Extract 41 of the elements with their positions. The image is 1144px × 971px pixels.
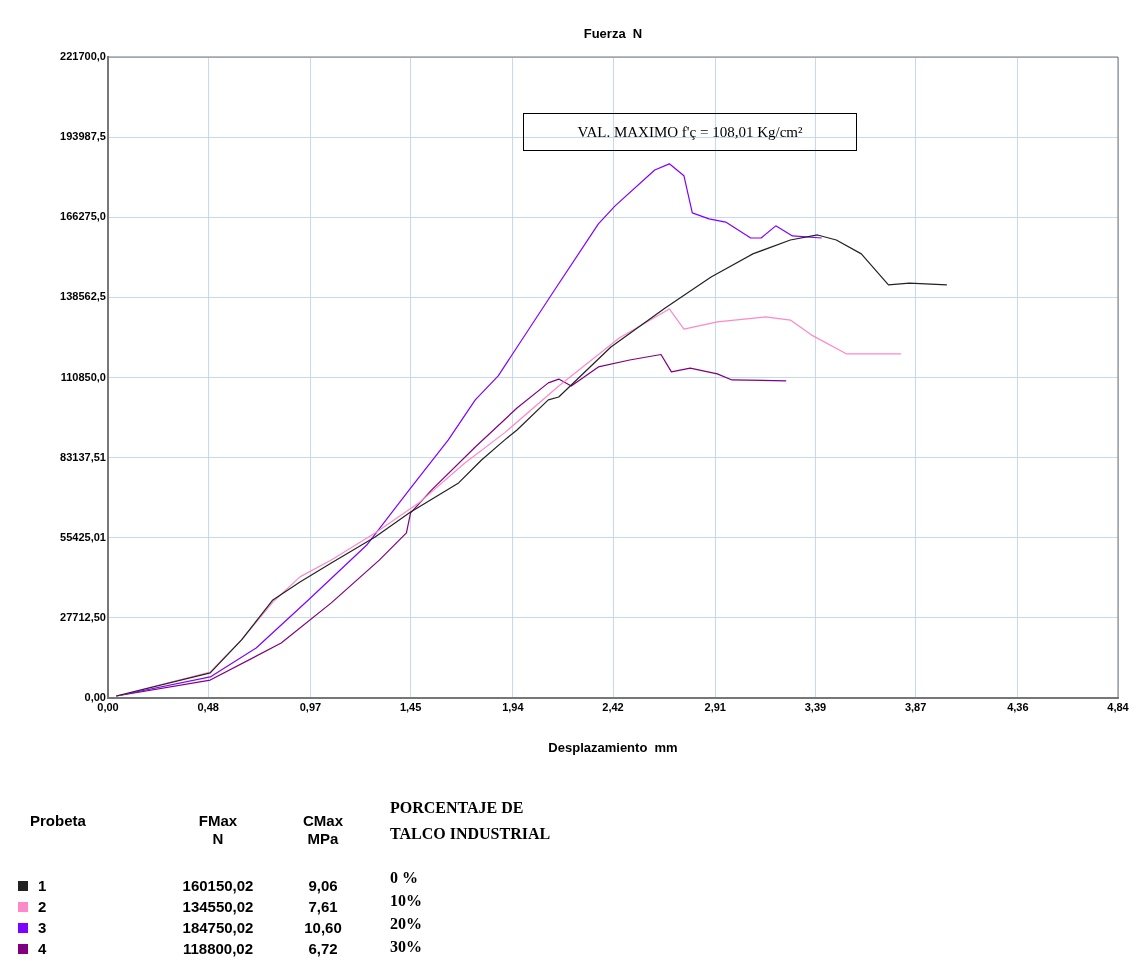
text: 10% [390,892,422,910]
annotation: VAL. MAXIMO f'ç = 108,01 Kg/cm² [523,113,857,151]
text: 20% [390,915,422,933]
chart-title: Fuerza N [582,26,644,41]
y-tick-label: 110850,0 [60,370,106,383]
x-tick-label: 1,94 [502,700,525,713]
y-tick-label: 55425,01 [60,530,106,543]
legend-label: 3 [38,919,47,936]
text: 118800,02 [181,940,255,957]
text: 0 % [390,869,418,887]
x-tick-label: 0,97 [299,700,322,713]
x-tick-label: 1,45 [399,700,422,713]
x-tick-label: 0,48 [197,700,219,713]
text: 160150,02 [181,877,255,894]
x-tick-label: 3,87 [904,700,927,713]
y-tick-label: 83137,51 [60,450,106,463]
text: 7,61 [307,898,339,915]
x-tick-label: 2,42 [602,700,624,713]
legend-title: Probeta [30,812,86,829]
x-tick-label: 2,91 [704,700,726,713]
legend-label: 4 [38,940,47,957]
text: PORCENTAJE DE TALCO INDUSTRIAL [390,798,551,844]
x-tick-label: 3,39 [804,700,827,713]
y-tick-label: 27712,50 [60,610,106,623]
text: 10,60 [303,919,343,936]
text: CMax MPa [302,812,344,848]
y-tick-label: 193987,5 [60,130,106,143]
text: 6,72 [307,940,339,957]
legend-label: 1 [38,877,47,894]
y-tick-label: 166275,0 [60,210,106,223]
x-tick-label: 4,36 [1007,700,1029,713]
text: 30% [390,938,422,956]
text: 134550,02 [181,898,255,915]
text: 184750,02 [181,919,255,936]
y-tick-label: 221700,0 [60,50,106,63]
y-tick-label: 138562,5 [60,290,106,303]
x-axis-title: Desplazamiento mm [548,739,678,755]
x-tick-label: 4,84 [1107,700,1130,713]
legend-label: 2 [38,898,47,915]
text: FMax N [197,812,239,848]
text: 9,06 [307,877,339,894]
